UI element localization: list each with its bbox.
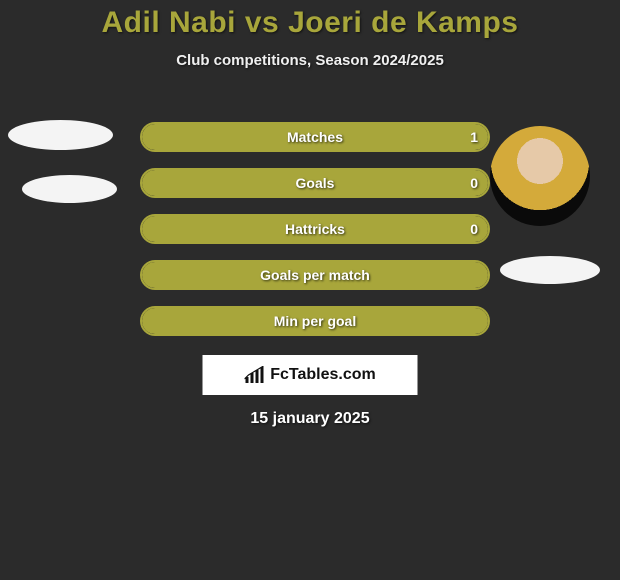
stat-label: Goals per match [260,267,370,283]
stat-label: Goals [296,175,335,191]
stat-label: Hattricks [285,221,345,237]
brand-badge[interactable]: FcTables.com [203,355,418,395]
stat-label: Min per goal [274,313,356,329]
player1-avatar-placeholder [8,120,113,150]
stat-row: Matches 1 [140,122,490,152]
page-title: Adil Nabi vs Joeri de Kamps [0,0,620,40]
player2-avatar [490,126,590,226]
stat-value-right: 0 [470,221,478,237]
title-player1: Adil Nabi [102,6,237,39]
title-vs: vs [245,6,279,39]
stat-row: Hattricks 0 [140,214,490,244]
stat-row: Goals per match [140,260,490,290]
stats-container: Matches 1 Goals 0 Hattricks 0 Goals per match M… [140,122,490,352]
chart-icon [244,366,264,384]
stat-value-right: 1 [470,129,478,145]
title-player2: Joeri de Kamps [288,6,518,39]
stat-label: Matches [287,129,343,145]
brand-text: FcTables.com [270,366,376,384]
stat-value-right: 0 [470,175,478,191]
stat-row: Min per goal [140,306,490,336]
player1-shadow-ellipse [22,175,117,203]
stat-row: Goals 0 [140,168,490,198]
subtitle: Club competitions, Season 2024/2025 [0,52,620,69]
date-text: 15 january 2025 [250,410,369,428]
player2-shadow-ellipse [500,256,600,284]
